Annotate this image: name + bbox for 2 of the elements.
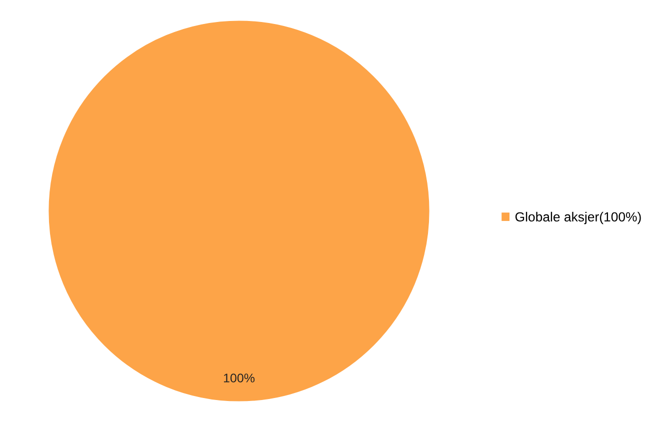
data-label: 100% (224, 374, 255, 382)
legend-label: Globale aksjer(100%) (515, 212, 641, 224)
